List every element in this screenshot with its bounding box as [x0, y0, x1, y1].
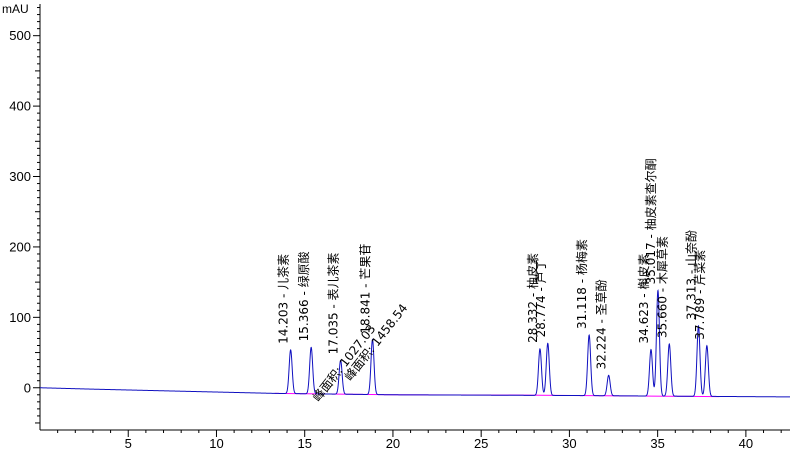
peak-label: 31.118 - 杨梅素 — [574, 239, 589, 329]
y-tick-label: 200 — [9, 239, 31, 254]
peak-label: 34.623 - 槲皮素 — [637, 254, 651, 344]
peak-label: 17.035 - 表儿茶素 — [326, 252, 341, 354]
peak-label: 37.789 - 芹菜素 — [693, 250, 707, 340]
x-tick-label: 15 — [297, 436, 311, 451]
peak-label: 28.774 - 芦丁 — [534, 259, 548, 337]
x-tick-label: 5 — [125, 436, 132, 451]
peak-label: 35.660 - 木犀草素 — [655, 236, 669, 338]
axes — [39, 4, 790, 431]
x-tick-label: 20 — [386, 436, 400, 451]
x-tick-label: 40 — [739, 436, 753, 451]
peak-label: 37.313 - 山奈酚 — [685, 230, 699, 320]
peak-label: 35.017 - 柚皮素查尔酮 — [643, 158, 658, 284]
y-axis-ticks: 0 100 200 300 400 500 — [9, 7, 40, 424]
y-axis-unit-label: mAU — [2, 2, 29, 16]
x-tick-label: 25 — [474, 436, 488, 451]
y-tick-label: 400 — [9, 99, 31, 114]
x-axis-ticks: 5 10 15 20 25 30 35 40 — [57, 430, 782, 451]
peak-labels: 14.203 - 儿茶素 15.366 - 绿原酸 17.035 - 表儿茶素 18.… — [276, 158, 707, 404]
peak-label: 14.203 - 儿茶素 — [276, 254, 291, 344]
y-tick-label: 0 — [24, 380, 31, 395]
y-tick-label: 300 — [9, 169, 31, 184]
plot-area — [39, 289, 790, 398]
peak-label: 32.224 - 圣草酚 — [595, 279, 609, 369]
y-tick-label: 500 — [9, 28, 31, 43]
peak-label: 15.366 - 绿原酸 — [296, 251, 311, 341]
peak-label: 28.332 - 柚皮素 — [525, 253, 540, 343]
y-tick-label: 100 — [9, 310, 31, 325]
peak-label: 18.841 - 芒果苷 — [358, 244, 373, 334]
x-tick-label: 35 — [650, 436, 664, 451]
chromatogram-trace — [39, 289, 790, 398]
x-tick-label: 30 — [562, 436, 576, 451]
x-tick-label: 10 — [209, 436, 223, 451]
